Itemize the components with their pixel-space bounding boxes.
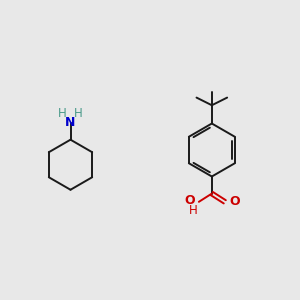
Text: H: H bbox=[58, 107, 67, 120]
Text: N: N bbox=[65, 116, 76, 129]
Text: O: O bbox=[229, 195, 239, 208]
Text: H: H bbox=[74, 107, 83, 120]
Text: O: O bbox=[184, 194, 195, 207]
Text: H: H bbox=[189, 204, 197, 217]
